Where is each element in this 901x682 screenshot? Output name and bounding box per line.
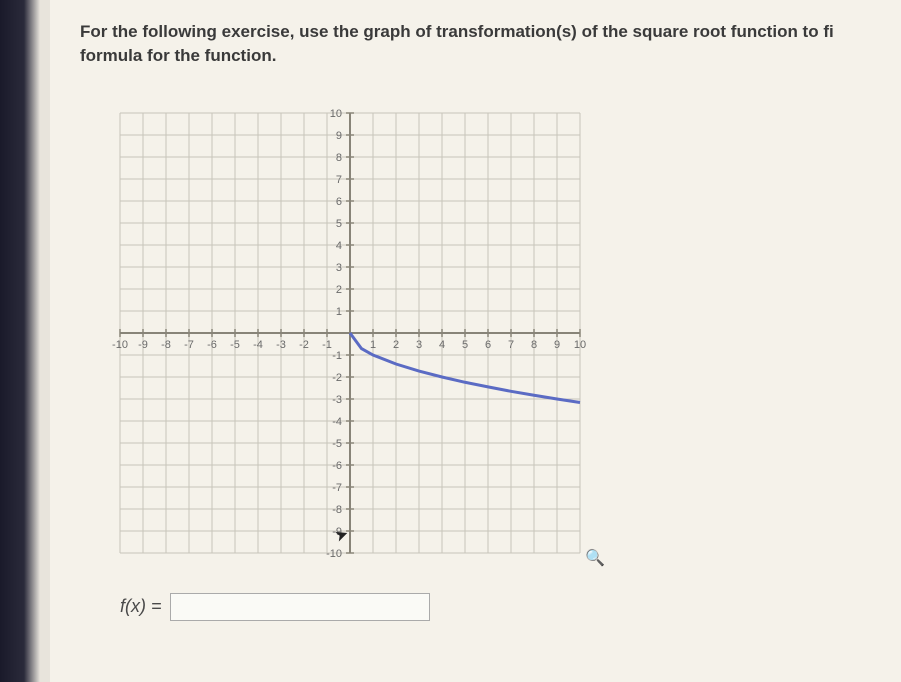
answer-label: f(x) = (120, 596, 162, 617)
svg-text:-4: -4 (253, 339, 263, 351)
svg-text:4: 4 (336, 240, 342, 252)
svg-text:9: 9 (554, 339, 560, 351)
svg-text:5: 5 (462, 339, 468, 351)
svg-text:3: 3 (336, 262, 342, 274)
svg-text:-3: -3 (276, 339, 286, 351)
svg-text:-8: -8 (161, 339, 171, 351)
coordinate-graph: -10-9-8-7-6-5-4-3-2-112345678910-10-9-8-… (100, 93, 600, 573)
svg-text:-10: -10 (112, 339, 128, 351)
svg-text:8: 8 (531, 339, 537, 351)
svg-text:10: 10 (330, 108, 342, 120)
svg-text:2: 2 (336, 284, 342, 296)
svg-text:7: 7 (336, 174, 342, 186)
svg-text:6: 6 (485, 339, 491, 351)
svg-text:-5: -5 (230, 339, 240, 351)
svg-text:1: 1 (336, 306, 342, 318)
svg-text:7: 7 (508, 339, 514, 351)
page-shadow (0, 0, 40, 682)
svg-text:3: 3 (416, 339, 422, 351)
svg-text:9: 9 (336, 130, 342, 142)
svg-text:-3: -3 (332, 394, 342, 406)
answer-input[interactable] (170, 593, 430, 621)
problem-line-2: formula for the function. (80, 46, 276, 65)
svg-text:1: 1 (370, 339, 376, 351)
svg-text:-1: -1 (322, 339, 332, 351)
svg-text:-6: -6 (207, 339, 217, 351)
svg-text:-4: -4 (332, 416, 342, 428)
exercise-page: For the following exercise, use the grap… (50, 0, 901, 682)
svg-text:-9: -9 (138, 339, 148, 351)
svg-text:-7: -7 (332, 482, 342, 494)
svg-text:4: 4 (439, 339, 445, 351)
svg-text:10: 10 (574, 339, 586, 351)
svg-text:-10: -10 (326, 548, 342, 560)
svg-text:-5: -5 (332, 438, 342, 450)
svg-text:2: 2 (393, 339, 399, 351)
svg-text:-1: -1 (332, 350, 342, 362)
svg-text:-2: -2 (299, 339, 309, 351)
svg-text:8: 8 (336, 152, 342, 164)
problem-line-1: For the following exercise, use the grap… (80, 22, 834, 41)
zoom-icon[interactable]: 🔍 (585, 548, 605, 568)
svg-text:-2: -2 (332, 372, 342, 384)
graph-container: -10-9-8-7-6-5-4-3-2-112345678910-10-9-8-… (100, 93, 600, 573)
svg-text:5: 5 (336, 218, 342, 230)
svg-text:-6: -6 (332, 460, 342, 472)
svg-text:-8: -8 (332, 504, 342, 516)
svg-text:-7: -7 (184, 339, 194, 351)
svg-text:6: 6 (336, 196, 342, 208)
problem-statement: For the following exercise, use the grap… (80, 20, 871, 68)
answer-row: f(x) = (120, 593, 871, 621)
